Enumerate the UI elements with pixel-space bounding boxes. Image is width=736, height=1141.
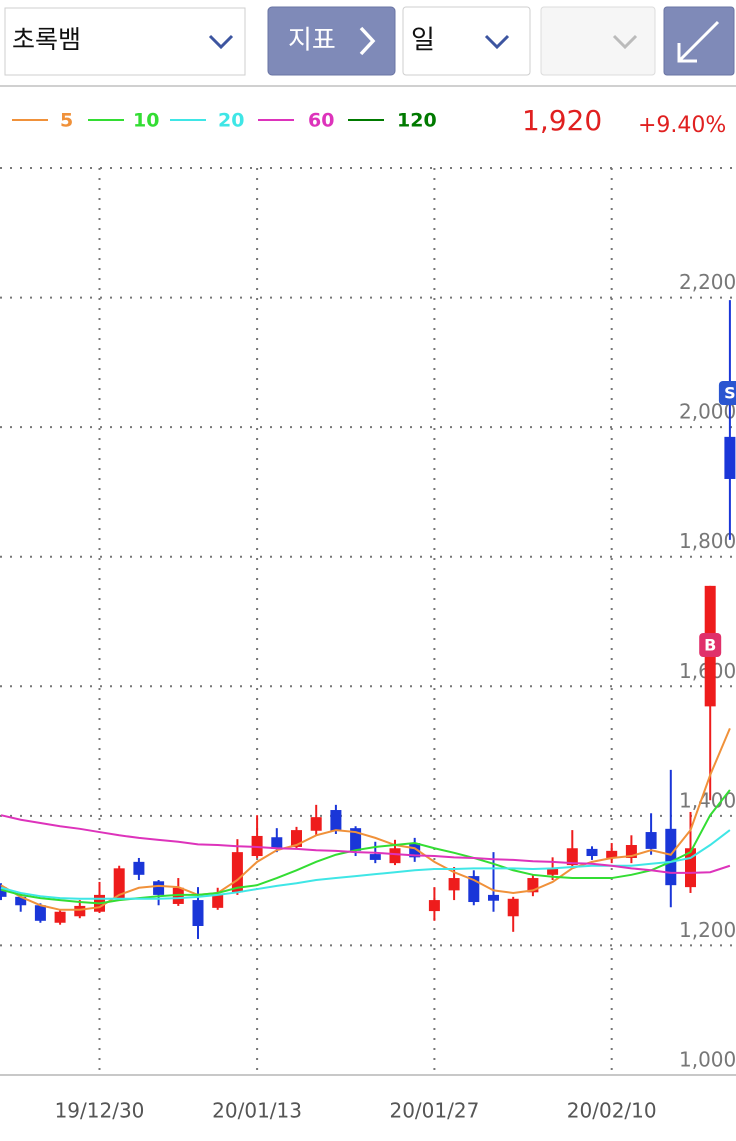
x-tick-label: 20/02/10	[567, 1099, 657, 1123]
chevron	[208, 34, 234, 50]
candle-body	[547, 868, 559, 875]
candle-body	[625, 845, 637, 858]
period-label: 일	[411, 26, 435, 56]
signal-label: B	[704, 636, 716, 655]
stock-name: 초록뱀	[12, 25, 81, 54]
indicator-label: 지표	[288, 26, 336, 56]
candle-body	[724, 436, 736, 479]
chevron	[612, 34, 638, 50]
candle-body	[34, 905, 46, 921]
signal-label: S	[724, 384, 736, 403]
ma-line	[0, 789, 731, 905]
candle-body	[74, 905, 86, 917]
candle-body	[271, 837, 283, 849]
candle-body	[369, 854, 381, 860]
x-tick-label: 20/01/27	[389, 1099, 479, 1123]
candle-body	[685, 848, 696, 888]
change: +9.40%	[638, 113, 726, 138]
candle-body	[153, 881, 165, 895]
candle-body	[0, 887, 7, 897]
legend-label: 60	[308, 110, 334, 132]
candle-body	[192, 900, 204, 926]
x-tick-label: 19/12/30	[55, 1099, 145, 1123]
signal-badge	[699, 633, 722, 657]
chevron	[484, 34, 510, 50]
candle-body	[291, 830, 302, 847]
candle-body	[606, 850, 618, 858]
candle-body	[212, 894, 224, 908]
candle-body	[310, 817, 322, 831]
arrow-icon	[677, 20, 720, 63]
legend-label: 5	[60, 110, 73, 132]
signal-badge	[718, 381, 736, 405]
y-tick-label: 1,800	[679, 529, 736, 553]
chevron	[359, 26, 376, 56]
y-tick-label: 2,200	[679, 270, 736, 294]
ma-line	[0, 829, 731, 900]
candle-body	[665, 828, 677, 886]
y-tick-label: 1,400	[679, 788, 736, 812]
candle-body	[468, 876, 480, 903]
candle-body	[507, 898, 519, 917]
ma-line	[0, 814, 731, 874]
indicator-button[interactable]	[267, 6, 396, 76]
candle-body	[231, 852, 243, 893]
empty-select[interactable]	[540, 6, 656, 76]
legend-label: 10	[133, 110, 159, 132]
candle-body	[645, 832, 657, 849]
legend-label: 120	[397, 110, 437, 132]
candle-body	[488, 894, 499, 901]
candle-body	[566, 848, 578, 866]
candle-body	[428, 900, 440, 912]
candle-body	[409, 843, 421, 858]
y-tick-label: 1,200	[679, 918, 736, 942]
candle-body	[113, 868, 125, 899]
y-tick-label: 1,000	[679, 1048, 736, 1072]
period-select[interactable]	[402, 6, 531, 76]
candle-body	[330, 810, 342, 831]
x-tick-label: 20/01/13	[212, 1099, 302, 1123]
stock-select[interactable]	[4, 7, 246, 76]
candle-body	[389, 848, 401, 864]
candle-body	[527, 878, 539, 893]
price: 1,920	[522, 104, 602, 137]
candle-body	[54, 911, 66, 923]
candle-body	[586, 848, 598, 857]
candle-body	[448, 878, 460, 891]
ma-line	[0, 728, 731, 911]
candle-body	[133, 861, 145, 875]
candle-body	[350, 828, 362, 851]
legend-label: 20	[218, 110, 244, 132]
candle-body	[15, 896, 27, 906]
